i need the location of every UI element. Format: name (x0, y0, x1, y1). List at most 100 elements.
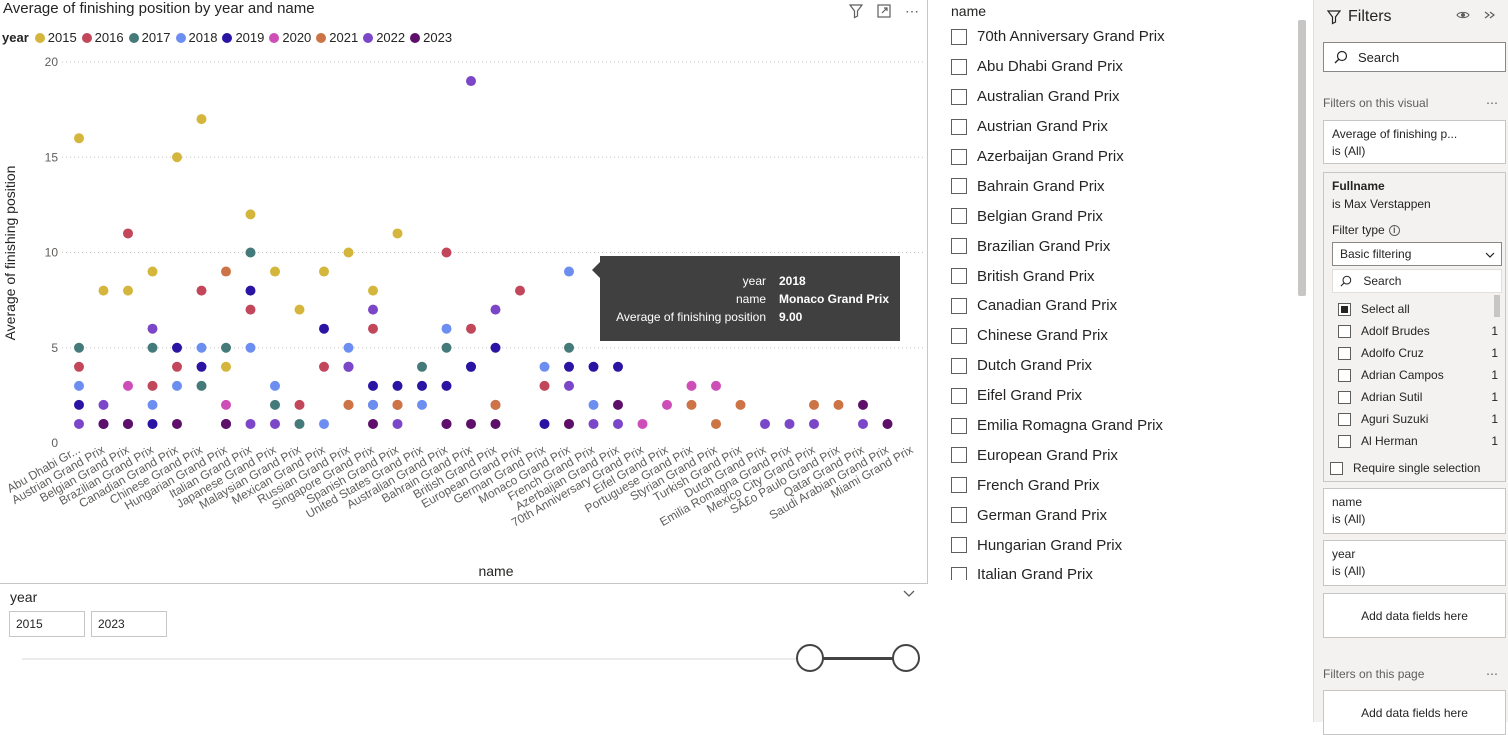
fullname-search-input[interactable]: Search (1332, 269, 1502, 293)
checkbox[interactable] (951, 447, 967, 464)
add-data-fields-page[interactable]: Add data fields here (1323, 690, 1506, 735)
data-point[interactable] (368, 380, 378, 391)
data-point[interactable] (196, 285, 207, 296)
data-point[interactable] (637, 418, 648, 429)
data-point[interactable] (74, 399, 84, 410)
fullname-option[interactable]: Adolf Brudes 1 (1338, 320, 1498, 342)
name-list-item[interactable]: Dutch Grand Prix (951, 351, 1165, 381)
data-point[interactable] (172, 418, 182, 429)
data-point[interactable] (221, 361, 231, 372)
name-list-item[interactable]: Bahrain Grand Prix (951, 171, 1165, 201)
data-point[interactable] (368, 323, 378, 334)
checkbox[interactable] (951, 88, 967, 105)
checkbox[interactable] (951, 327, 967, 344)
data-point[interactable] (490, 399, 501, 410)
data-point[interactable] (123, 418, 133, 429)
data-point[interactable] (515, 285, 525, 296)
legend-item[interactable]: 2020 (269, 30, 311, 45)
data-point[interactable] (74, 418, 84, 429)
data-point[interactable] (368, 418, 378, 429)
data-point[interactable] (564, 380, 574, 391)
data-point[interactable] (441, 323, 452, 334)
data-point[interactable] (270, 399, 280, 410)
data-point[interactable] (613, 399, 623, 410)
checkbox[interactable] (951, 28, 967, 45)
data-point[interactable] (564, 418, 574, 429)
data-point[interactable] (564, 266, 574, 277)
data-point[interactable] (319, 361, 329, 372)
checkbox[interactable] (951, 58, 967, 75)
checkbox[interactable] (951, 537, 967, 554)
data-point[interactable] (564, 342, 574, 353)
checkbox[interactable] (951, 268, 967, 285)
fullname-option[interactable]: Adolfo Cruz 1 (1338, 342, 1498, 364)
data-point[interactable] (98, 399, 109, 410)
data-point[interactable] (417, 399, 427, 410)
data-point[interactable] (711, 380, 721, 391)
data-point[interactable] (466, 361, 476, 372)
legend-item[interactable]: 2016 (81, 30, 124, 45)
name-list-item[interactable]: British Grand Prix (951, 261, 1165, 291)
name-list-item[interactable]: Hungarian Grand Prix (951, 530, 1165, 560)
data-point[interactable] (172, 152, 182, 163)
data-point[interactable] (392, 380, 403, 391)
name-list-item[interactable]: European Grand Prix (951, 440, 1165, 470)
data-point[interactable] (196, 114, 207, 125)
name-list-item[interactable]: French Grand Prix (951, 470, 1165, 500)
add-data-fields-visual[interactable]: Add data fields here (1323, 593, 1506, 638)
data-point[interactable] (245, 304, 256, 315)
checkbox[interactable] (951, 477, 967, 494)
name-list-item[interactable]: Eifel Grand Prix (951, 381, 1165, 411)
checkbox[interactable] (951, 357, 967, 374)
data-point[interactable] (858, 399, 868, 410)
filter-card-average[interactable]: Average of finishing p... is (All) (1323, 120, 1506, 164)
focus-mode-icon[interactable] (875, 2, 893, 20)
data-point[interactable] (466, 323, 476, 334)
filter-card-year[interactable]: year is (All) (1323, 540, 1506, 586)
checkbox[interactable] (951, 566, 967, 580)
data-point[interactable] (368, 399, 378, 410)
data-point[interactable] (466, 418, 476, 429)
legend-item[interactable]: 2019 (222, 30, 264, 45)
data-point[interactable] (564, 361, 574, 372)
data-point[interactable] (147, 323, 158, 334)
data-point[interactable] (588, 418, 599, 429)
data-point[interactable] (490, 304, 501, 315)
checkbox[interactable] (1338, 368, 1351, 382)
data-point[interactable] (809, 418, 819, 429)
data-point[interactable] (441, 380, 452, 391)
data-point[interactable] (270, 418, 280, 429)
data-point[interactable] (294, 399, 305, 410)
data-point[interactable] (294, 304, 305, 315)
checkbox[interactable] (1338, 390, 1351, 404)
data-point[interactable] (343, 247, 354, 258)
year-to-input[interactable]: 2023 (91, 611, 167, 637)
data-point[interactable] (319, 418, 329, 429)
fullname-option[interactable]: Adrian Campos 1 (1338, 364, 1498, 386)
data-point[interactable] (172, 361, 182, 372)
name-list-item[interactable]: 70th Anniversary Grand Prix (951, 22, 1165, 52)
data-point[interactable] (74, 380, 84, 391)
slider-end-handle[interactable] (892, 644, 920, 672)
checkbox[interactable] (951, 148, 967, 165)
name-list-item[interactable]: Chinese Grand Prix (951, 321, 1165, 351)
checkbox[interactable] (1338, 324, 1351, 338)
data-point[interactable] (343, 399, 354, 410)
data-point[interactable] (245, 342, 256, 353)
slider-start-handle[interactable] (796, 644, 824, 672)
data-point[interactable] (123, 285, 133, 296)
data-point[interactable] (833, 399, 844, 410)
name-list-item[interactable]: Brazilian Grand Prix (951, 231, 1165, 261)
scrollbar[interactable] (1298, 20, 1306, 296)
data-point[interactable] (343, 361, 354, 372)
data-point[interactable] (98, 418, 109, 429)
data-point[interactable] (74, 133, 84, 144)
data-point[interactable] (74, 342, 84, 353)
name-list-item[interactable]: Austrian Grand Prix (951, 112, 1165, 142)
data-point[interactable] (588, 399, 599, 410)
filter-type-select[interactable]: Basic filtering (1332, 242, 1502, 266)
data-point[interactable] (147, 380, 158, 391)
data-point[interactable] (245, 209, 256, 220)
data-point[interactable] (711, 418, 721, 429)
name-list-item[interactable]: Abu Dhabi Grand Prix (951, 52, 1165, 82)
